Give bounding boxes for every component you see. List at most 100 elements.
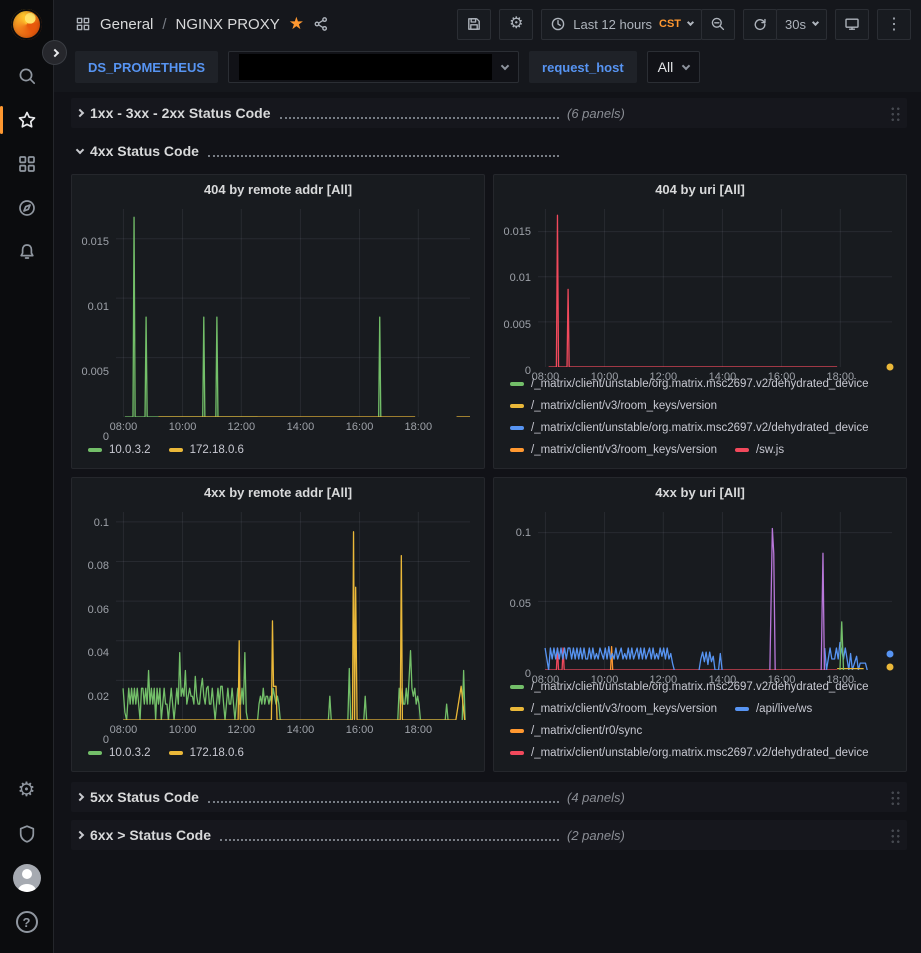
more-menu-button[interactable]: ⋮ — [877, 9, 911, 40]
plot-area[interactable] — [116, 512, 470, 720]
sidebar-item-profile[interactable] — [0, 856, 54, 900]
legend-swatch — [169, 448, 183, 452]
legend-item[interactable]: 172.18.0.6 — [169, 743, 244, 763]
variable-label-ds-prometheus[interactable]: DS_PROMETHEUS — [75, 51, 218, 83]
y-axis: 00.0050.010.015 — [78, 209, 116, 437]
x-tick-label: 12:00 — [228, 421, 256, 433]
x-tick-label: 16:00 — [768, 371, 796, 383]
legend-item[interactable]: /_matrix/client/v3/room_keys/version — [510, 396, 717, 416]
row-6xx[interactable]: 6xx > Status Code (2 panels) — [71, 820, 907, 850]
sidebar-item-dashboards[interactable] — [0, 142, 54, 186]
legend-item[interactable]: 10.0.3.2 — [88, 743, 151, 763]
drag-handle-icon[interactable] — [890, 106, 901, 121]
refresh-button[interactable] — [743, 9, 777, 40]
chart-zone: 00.050.1 08:0010:0012:0014:0016:0018:00 — [494, 502, 906, 674]
gear-icon: ⚙ — [509, 16, 523, 32]
sidebar-expand-button[interactable] — [42, 40, 67, 65]
legend-item[interactable]: /sw.js — [735, 440, 784, 460]
x-tick-label: 10:00 — [169, 724, 197, 736]
plot-area[interactable] — [538, 512, 892, 670]
x-tick-label: 12:00 — [650, 371, 678, 383]
legend-item[interactable]: /_matrix/client/v3/room_keys/version — [510, 699, 717, 719]
zoom-out-icon — [710, 16, 726, 32]
row-panel-count: (6 panels) — [567, 106, 625, 121]
y-axis: 00.0050.010.015 — [500, 209, 538, 371]
panel-title[interactable]: 404 by remote addr [All] — [72, 175, 484, 199]
x-tick-label: 14:00 — [709, 674, 737, 686]
row-title: 1xx - 3xx - 2xx Status Code — [90, 105, 271, 121]
sidebar-item-explore[interactable] — [0, 186, 54, 230]
panels-grid: 404 by remote addr [All] 00.0050.010.015… — [71, 174, 907, 772]
y-tick-label: 0.04 — [88, 647, 109, 659]
y-tick-label: 0.015 — [81, 236, 109, 248]
x-tick-label: 10:00 — [591, 371, 619, 383]
y-tick-label: 0.01 — [510, 272, 531, 284]
legend-item[interactable]: 10.0.3.2 — [88, 440, 151, 460]
kiosk-mode-button[interactable] — [835, 9, 869, 40]
row-4xx[interactable]: 4xx Status Code — [71, 136, 907, 166]
y-tick-label: 0.06 — [88, 604, 109, 616]
panel-title[interactable]: 4xx by uri [All] — [494, 478, 906, 502]
x-tick-label: 14:00 — [287, 724, 315, 736]
request-host-dropdown[interactable]: All — [647, 51, 701, 83]
refresh-interval-picker[interactable]: 30s — [776, 9, 827, 40]
panel-title[interactable]: 404 by uri [All] — [494, 175, 906, 199]
sidebar-item-configuration[interactable]: ⚙ — [0, 768, 54, 812]
datasource-dropdown[interactable] — [228, 51, 519, 83]
legend: 10.0.3.2 172.18.0.6 — [72, 740, 484, 771]
panel-title[interactable]: 4xx by remote addr [All] — [72, 478, 484, 502]
dashboard-settings-button[interactable]: ⚙ — [499, 9, 533, 40]
save-dashboard-button[interactable] — [457, 9, 491, 40]
sidebar-item-starred[interactable] — [0, 98, 54, 142]
x-axis: 08:0010:0012:0014:0016:0018:00 — [538, 670, 892, 690]
share-icon[interactable] — [313, 16, 329, 32]
legend-swatch — [735, 448, 749, 452]
chevron-down-icon — [812, 19, 819, 26]
dashboard-content: 1xx - 3xx - 2xx Status Code (6 panels) 4… — [54, 92, 921, 953]
legend-swatch — [510, 729, 524, 733]
legend-swatch — [510, 685, 524, 689]
legend-item[interactable]: /_matrix/client/unstable/org.matrix.msc2… — [510, 418, 869, 438]
drag-handle-icon[interactable] — [890, 790, 901, 805]
favorite-star-icon[interactable]: ★ — [289, 14, 304, 34]
legend-swatch — [88, 448, 102, 452]
row-panel-count: (4 panels) — [567, 790, 625, 805]
chevron-down-icon — [687, 19, 694, 26]
y-tick-label: 0.015 — [503, 226, 531, 238]
y-tick-label: 0.01 — [88, 301, 109, 313]
drag-handle-icon[interactable] — [890, 828, 901, 843]
chevron-right-icon — [77, 110, 83, 116]
grafana-logo-icon[interactable] — [11, 9, 42, 40]
legend-item[interactable]: /_matrix/client/r0/sync — [510, 721, 642, 741]
row-5xx[interactable]: 5xx Status Code (4 panels) — [71, 782, 907, 812]
legend-item[interactable]: /_matrix/client/unstable/org.matrix.msc2… — [510, 743, 869, 763]
legend-swatch — [169, 751, 183, 755]
row-title: 5xx Status Code — [90, 789, 199, 805]
breadcrumb-separator: / — [162, 16, 166, 33]
row-title: 6xx > Status Code — [90, 827, 211, 843]
sidebar-item-alerting[interactable] — [0, 230, 54, 274]
page-title[interactable]: NGINX PROXY — [176, 16, 280, 33]
legend-item[interactable]: /_matrix/client/v3/room_keys/version — [510, 440, 717, 460]
chart-zone: 00.0050.010.015 08:0010:0012:0014:0016:0… — [72, 199, 484, 437]
sidebar-item-server-admin[interactable] — [0, 812, 54, 856]
x-tick-label: 08:00 — [532, 674, 560, 686]
zoom-out-button[interactable] — [701, 9, 735, 40]
monitor-icon — [844, 16, 860, 32]
time-range-picker[interactable]: Last 12 hours CST — [541, 9, 702, 40]
series-end-dot — [887, 650, 894, 657]
legend-item[interactable]: 172.18.0.6 — [169, 440, 244, 460]
plot-area[interactable] — [538, 209, 892, 367]
legend-swatch — [510, 707, 524, 711]
plot-area[interactable] — [116, 209, 470, 417]
sidebar-item-help[interactable]: ? — [0, 900, 54, 944]
chevron-right-icon — [77, 794, 83, 800]
variable-label-request-host[interactable]: request_host — [529, 51, 637, 83]
legend-item[interactable]: /api/live/ws — [735, 699, 812, 719]
legend-swatch — [510, 448, 524, 452]
breadcrumb-section[interactable]: General — [100, 16, 153, 33]
chart-zone: 00.0050.010.015 08:0010:0012:0014:0016:0… — [494, 199, 906, 371]
x-tick-label: 14:00 — [287, 421, 315, 433]
row-1xx-3xx-2xx[interactable]: 1xx - 3xx - 2xx Status Code (6 panels) — [71, 98, 907, 128]
chevron-down-icon — [77, 150, 83, 153]
